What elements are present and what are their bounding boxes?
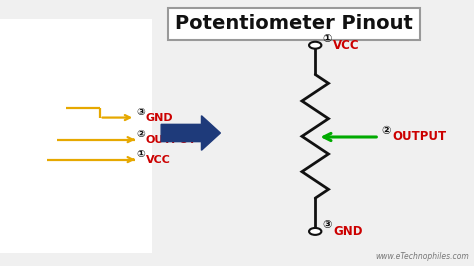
FancyArrow shape <box>161 116 220 150</box>
Text: GND: GND <box>333 225 363 238</box>
Text: ③: ③ <box>322 220 332 230</box>
Text: ②: ② <box>382 126 391 136</box>
Text: VCC: VCC <box>146 155 171 165</box>
Text: www.eTechnophiles.com: www.eTechnophiles.com <box>375 252 469 261</box>
Circle shape <box>309 228 321 235</box>
Text: Potentiometer Pinout: Potentiometer Pinout <box>175 14 413 34</box>
Text: OUTPUT: OUTPUT <box>392 131 447 143</box>
Text: OUTPUT: OUTPUT <box>146 135 197 145</box>
Text: ③: ③ <box>137 106 145 117</box>
Circle shape <box>309 42 321 49</box>
Text: ①: ① <box>137 148 145 159</box>
Text: ①: ① <box>322 34 332 44</box>
Bar <box>0 19 152 253</box>
Text: ②: ② <box>137 128 145 139</box>
Text: VCC: VCC <box>333 39 360 52</box>
Text: GND: GND <box>146 113 173 123</box>
